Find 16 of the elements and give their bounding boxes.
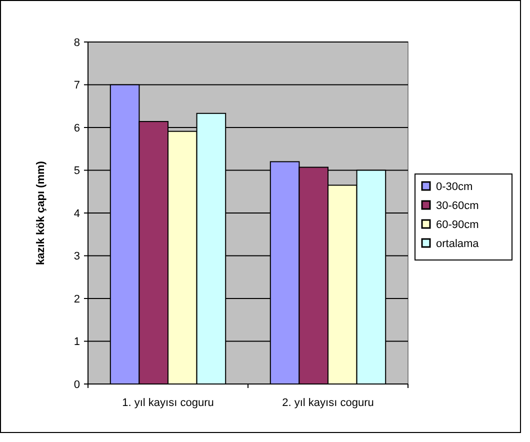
- y-tick-label: 2: [74, 293, 80, 306]
- y-tick-label: 8: [74, 36, 80, 49]
- x-tick-label: 1. yıl kayısı coguru: [122, 397, 214, 409]
- y-tick-label: 4: [74, 208, 80, 220]
- y-tick-label: 3: [74, 250, 80, 263]
- legend-label: 0-30cm: [436, 180, 473, 193]
- y-tick-label: 6: [74, 122, 80, 134]
- y-tick-label: 7: [74, 80, 80, 92]
- legend-label: ortalama: [436, 238, 480, 250]
- y-axis-title: kazık kök çapı (mm): [35, 160, 47, 265]
- y-tick-label: 1: [74, 336, 80, 348]
- x-tick-label: 2. yıl kayısı coguru: [282, 397, 374, 409]
- legend-label: 60-90cm: [436, 218, 479, 231]
- legend-label: 30-60cm: [436, 200, 479, 212]
- y-tick-label: 5: [74, 165, 80, 178]
- y-tick-label: 0: [74, 378, 80, 391]
